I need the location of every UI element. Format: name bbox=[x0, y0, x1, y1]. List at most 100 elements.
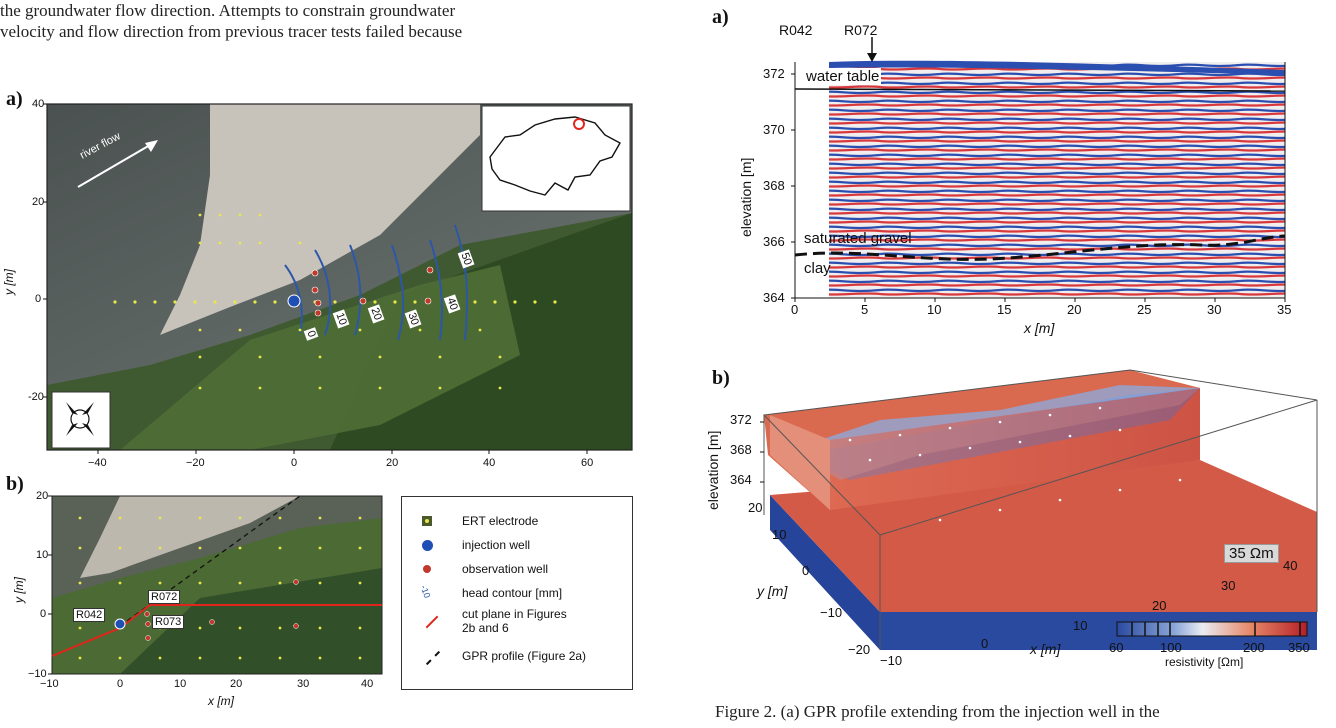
head-contour-lines bbox=[284, 224, 468, 341]
well-label-r072: R072 bbox=[148, 590, 181, 604]
colorbar-tick-0: 60 bbox=[1109, 640, 1124, 655]
figure2-a-xtick-5: 25 bbox=[1137, 302, 1152, 317]
legend-row-observation: observation well bbox=[422, 559, 548, 579]
figure2-a-xtick-2: 10 bbox=[927, 302, 942, 317]
figure1-legend: ERT electrode injection well observation… bbox=[401, 496, 633, 690]
figure1-b-xtick-2: 10 bbox=[174, 678, 187, 690]
ert-electrode-icon bbox=[422, 516, 432, 526]
cut-plane-line bbox=[51, 604, 382, 657]
water-table-line bbox=[794, 88, 1286, 92]
figure2-b-x-tick-0: −10 bbox=[880, 653, 903, 668]
switzerland-outline bbox=[489, 116, 621, 196]
figure1-panel-a-label: a) bbox=[6, 88, 23, 110]
figure2-a-xtick-1: 5 bbox=[861, 302, 869, 317]
colorbar-tick-2: 200 bbox=[1243, 640, 1265, 655]
figure2-a-xtick-4: 20 bbox=[1067, 302, 1082, 317]
well-label-r073: R073 bbox=[152, 615, 185, 629]
figure1-a-xtick-3: 20 bbox=[386, 457, 399, 469]
figure2-panel-b: 372 368 364 elevation [m] 20 10 0 −10 −2… bbox=[700, 360, 1336, 680]
figure2-b-elev-tick-2: 364 bbox=[730, 472, 752, 487]
figure1-a-xtick-1: −20 bbox=[186, 457, 205, 469]
figure2-a-xtick-7: 35 bbox=[1277, 302, 1292, 317]
figure1-a-ytick-0: 40 bbox=[32, 98, 45, 110]
figure1-a-xtick-5: 60 bbox=[581, 457, 594, 469]
figure1-a-ylabel: y [m] bbox=[2, 269, 16, 295]
figure1-b-xtick-3: 20 bbox=[230, 678, 243, 690]
figure2-a-ytick-3: 366 bbox=[763, 234, 785, 249]
cut-plane-icon bbox=[425, 615, 439, 629]
label-r072: R072 bbox=[844, 22, 878, 38]
figure1-b-ytick-0: 20 bbox=[36, 490, 49, 502]
site-location-marker bbox=[573, 118, 585, 130]
figure1-a-ytick-2: 0 bbox=[35, 293, 42, 305]
legend-row-ert: ERT electrode bbox=[422, 511, 538, 531]
colorbar-label: resistivity [Ωm] bbox=[1165, 655, 1244, 669]
figure2-panel-a-label: a) bbox=[712, 6, 729, 28]
legend-cut-label-1: cut plane in Figures bbox=[462, 607, 567, 621]
colorbar-tick-3: 350 bbox=[1288, 640, 1310, 655]
legend-row-contour: -10 head contour [mm] bbox=[418, 583, 562, 603]
figure2-b-x-label: x [m] bbox=[1030, 641, 1061, 657]
figure2-a-xtick-3: 15 bbox=[997, 302, 1012, 317]
figure1-b-xtick-0: −10 bbox=[40, 678, 59, 690]
figure2-b-elev-tick-1: 368 bbox=[730, 442, 752, 457]
figure1-a-ytick-3: -20 bbox=[28, 391, 44, 403]
legend-observation-label: observation well bbox=[462, 562, 549, 576]
figure2-b-x-tick-4: 30 bbox=[1221, 578, 1236, 593]
figure2-b-y-tick-3: −10 bbox=[820, 605, 843, 620]
figure2-b-y-label: y [m] bbox=[757, 583, 788, 599]
clay-label: clay bbox=[804, 260, 831, 277]
figure1-b-xtick-5: 40 bbox=[361, 678, 374, 690]
label-r042: R042 bbox=[779, 22, 813, 38]
figure2-b-elev-label: elevation [m] bbox=[705, 430, 721, 510]
figure2-a-ytick-0: 372 bbox=[763, 66, 785, 81]
figure1-b-xlabel: x [m] bbox=[208, 694, 234, 708]
observation-well-icon bbox=[423, 565, 431, 573]
figure2-a-ytick-1: 370 bbox=[763, 122, 785, 137]
saturated-gravel-label: saturated gravel bbox=[804, 230, 912, 247]
figure2-b-x-tick-2: 10 bbox=[1073, 618, 1088, 633]
figure1-panel-b-plot bbox=[48, 495, 383, 675]
figure2-b-x-tick-5: 40 bbox=[1283, 558, 1298, 573]
legend-gpr-label: GPR profile (Figure 2a) bbox=[462, 649, 587, 663]
figure2-b-elev-tick-0: 372 bbox=[730, 412, 752, 427]
figure1-b-ytick-3: −10 bbox=[28, 668, 47, 680]
legend-injection-label: injection well bbox=[462, 538, 531, 552]
figure1-a-ytick-1: 20 bbox=[32, 196, 45, 208]
gravel-clay-boundary bbox=[794, 234, 1286, 261]
legend-contour-label: head contour [mm] bbox=[462, 586, 563, 600]
figure1-b-ylabel: y [m] bbox=[12, 577, 26, 603]
water-table-label: water table bbox=[804, 68, 882, 85]
figure2-panel-a: R042 R072 water table saturated gravel c… bbox=[700, 0, 1336, 345]
figure1-panel-b: R042 R072 R073 20 10 0 −10 y [m] −10 0 1… bbox=[0, 488, 390, 723]
figure1-panel-b-label: b) bbox=[6, 473, 24, 495]
well-label-r042: R042 bbox=[73, 608, 106, 622]
figure1-a-xtick-4: 40 bbox=[483, 457, 496, 469]
figure2-a-xlabel: x [m] bbox=[1024, 320, 1055, 336]
figure2-a-xtick-6: 30 bbox=[1207, 302, 1222, 317]
injection-well-marker bbox=[287, 294, 301, 308]
head-contour-icon: -10 bbox=[418, 583, 433, 600]
colorbar-tick-1: 100 bbox=[1160, 640, 1182, 655]
figure1-b-xtick-4: 30 bbox=[297, 678, 310, 690]
figure2-panel-b-label: b) bbox=[712, 367, 730, 389]
figure1-a-xtick-0: −40 bbox=[88, 457, 107, 469]
figure2-b-x-tick-3: 20 bbox=[1152, 598, 1167, 613]
gpr-profile-icon bbox=[425, 650, 441, 666]
figure2-a-xtick-0: 0 bbox=[791, 302, 799, 317]
figure2-caption: Figure 2. (a) GPR profile extending from… bbox=[715, 702, 1160, 721]
compass-icon bbox=[66, 402, 94, 436]
figure1-b-ytick-2: 0 bbox=[40, 608, 47, 620]
injection-well-icon bbox=[422, 539, 433, 551]
body-text-line-1: the groundwater flow direction. Attempts… bbox=[0, 1, 456, 20]
figure1-b-xtick-1: 0 bbox=[117, 678, 124, 690]
figure1-b-ytick-1: 10 bbox=[36, 549, 49, 561]
figure2-b-y-tick-4: −20 bbox=[848, 642, 871, 657]
figure2-a-ytick-2: 368 bbox=[763, 178, 785, 193]
figure2-a-ytick-4: 364 bbox=[763, 290, 785, 305]
ert-electrodes bbox=[113, 213, 557, 390]
figure2-b-x-tick-1: 0 bbox=[981, 636, 989, 651]
legend-cut-label-2: 2b and 6 bbox=[462, 621, 509, 635]
figure2-b-y-tick-2: 0 bbox=[802, 563, 810, 578]
figure2-a-ylabel: elevation [m] bbox=[738, 157, 754, 237]
